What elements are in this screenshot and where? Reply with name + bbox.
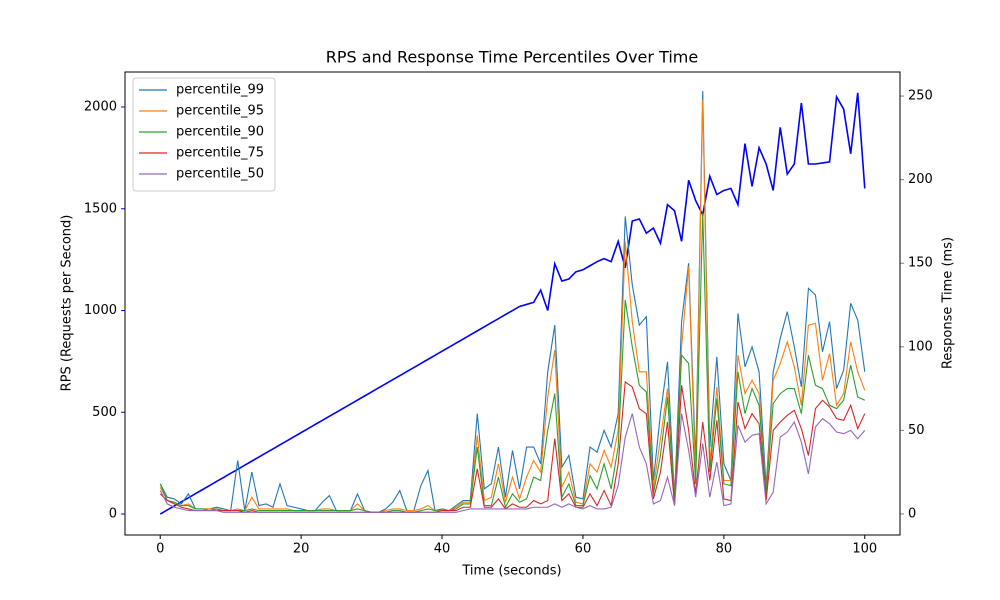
x-tick-label: 100 [852,542,877,557]
y-axis-label: RPS (Requests per Second) [60,215,75,392]
series-line [159,92,866,515]
x-tick-label: 60 [575,542,592,557]
y2-tick-label: 150 [908,256,933,271]
y2-tick-label: 250 [908,89,933,104]
y2-axis-label: Response Time (ms) [941,237,956,369]
y2-tick-label: 0 [908,506,916,521]
legend-label: percentile_75 [176,146,264,161]
x-tick-label: 20 [293,542,310,557]
legend-label: percentile_90 [176,125,264,140]
y-tick-label: 0 [109,507,117,522]
legend: percentile_99 percentile_95 percentile_90p… [132,77,276,192]
series-line [159,99,866,513]
plot-frame [124,71,901,536]
x-axis-label: Time (seconds) [461,564,561,579]
y2-tick-label: 200 [908,172,933,187]
y-tick-label: 1000 [84,303,117,318]
legend-box [132,77,276,192]
legend-label: percentile_99 [176,83,264,98]
chart-title: RPS and Response Time Percentiles Over T… [326,48,698,67]
y-tick-label: 2000 [84,100,117,115]
series-line [159,413,866,513]
series-line [159,91,866,513]
y2-tick-label: 100 [908,339,933,354]
y2-tick-label: 50 [908,423,925,438]
x-tick-label: 80 [716,542,733,557]
x-tick-label: 40 [434,542,451,557]
legend-label: percentile_50 [176,167,264,182]
y-tick-label: 1500 [84,201,117,216]
x-tick-label: 0 [156,542,164,557]
series-line [159,213,866,513]
y-tick-label: 500 [92,405,117,420]
legend-label: percentile_95 [176,104,264,119]
